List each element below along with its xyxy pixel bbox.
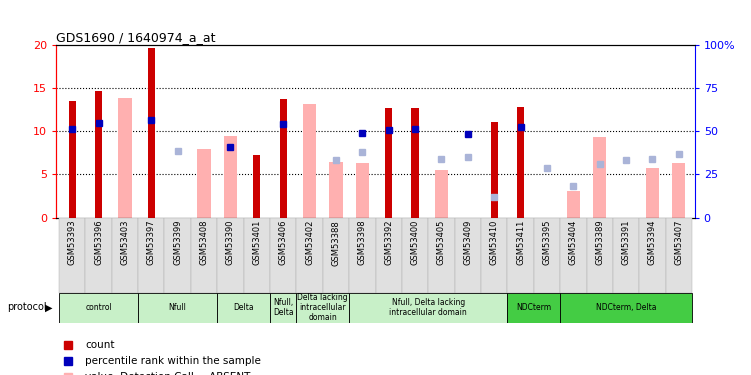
Bar (508, 292, 560, 322)
Bar (68, 101, 76, 217)
Bar (148, 48, 155, 217)
Bar (481, 217, 508, 292)
Text: protocol: protocol (8, 303, 47, 312)
Text: ▶: ▶ (45, 303, 53, 312)
Bar (517, 107, 524, 218)
Bar (270, 217, 297, 292)
Bar (639, 217, 665, 292)
Text: value, Detection Call = ABSENT: value, Detection Call = ABSENT (85, 372, 250, 375)
Bar (86, 217, 112, 292)
Text: GSM53410: GSM53410 (490, 220, 499, 265)
Text: GSM53408: GSM53408 (200, 220, 209, 265)
Text: GSM53391: GSM53391 (622, 220, 631, 265)
Bar (330, 162, 342, 218)
Text: GSM53405: GSM53405 (437, 220, 446, 265)
Bar (412, 108, 419, 218)
Text: NDCterm: NDCterm (516, 303, 551, 312)
Bar (385, 108, 392, 218)
Text: GSM53398: GSM53398 (357, 220, 366, 266)
Text: Nfull, Delta lacking
intracellular domain: Nfull, Delta lacking intracellular domai… (389, 298, 467, 317)
Text: GSM53409: GSM53409 (463, 220, 472, 265)
Bar (95, 91, 102, 218)
Bar (560, 292, 692, 322)
Text: GSM53402: GSM53402 (305, 220, 314, 265)
Bar (593, 137, 606, 218)
Bar (138, 292, 217, 322)
Bar (587, 217, 613, 292)
Bar (349, 217, 376, 292)
Bar (646, 168, 659, 217)
Text: GSM53394: GSM53394 (648, 220, 657, 265)
Text: Delta lacking
intracellular
domain: Delta lacking intracellular domain (297, 292, 348, 322)
Bar (164, 217, 191, 292)
Text: GSM53389: GSM53389 (596, 220, 605, 266)
Bar (224, 136, 237, 218)
Text: percentile rank within the sample: percentile rank within the sample (85, 356, 261, 366)
Bar (279, 99, 287, 218)
Text: GSM53411: GSM53411 (516, 220, 525, 265)
Bar (297, 292, 349, 322)
Bar (191, 217, 217, 292)
Bar (138, 217, 164, 292)
Text: GSM53396: GSM53396 (94, 220, 103, 266)
Text: GSM53406: GSM53406 (279, 220, 288, 265)
Bar (349, 292, 508, 322)
Text: GSM53395: GSM53395 (542, 220, 551, 265)
Bar (402, 217, 428, 292)
Text: count: count (85, 340, 115, 350)
Bar (508, 217, 534, 292)
Bar (376, 217, 402, 292)
Text: GSM53403: GSM53403 (120, 220, 129, 265)
Bar (454, 217, 481, 292)
Bar (297, 217, 323, 292)
Bar (217, 292, 270, 322)
Text: GSM53399: GSM53399 (173, 220, 182, 265)
Text: GSM53407: GSM53407 (674, 220, 683, 265)
Bar (435, 170, 448, 217)
Bar (198, 148, 210, 217)
Text: GSM53400: GSM53400 (411, 220, 420, 265)
Text: GSM53390: GSM53390 (226, 220, 235, 265)
Text: NDCterm, Delta: NDCterm, Delta (596, 303, 656, 312)
Bar (613, 217, 639, 292)
Text: GSM53401: GSM53401 (252, 220, 261, 265)
Text: Nfull,
Delta: Nfull, Delta (273, 298, 294, 317)
Bar (112, 217, 138, 292)
Text: GSM53388: GSM53388 (331, 220, 340, 266)
Bar (490, 122, 498, 218)
Bar (323, 217, 349, 292)
Bar (534, 217, 560, 292)
Bar (217, 217, 243, 292)
Bar (270, 292, 297, 322)
Bar (567, 191, 580, 217)
Bar (243, 217, 270, 292)
Text: control: control (85, 303, 112, 312)
Bar (672, 163, 686, 218)
Text: GSM53392: GSM53392 (385, 220, 394, 265)
Text: GSM53397: GSM53397 (146, 220, 155, 266)
Text: Nfull: Nfull (169, 303, 186, 312)
Bar (356, 163, 369, 218)
Bar (253, 154, 261, 218)
Text: GDS1690 / 1640974_a_at: GDS1690 / 1640974_a_at (56, 31, 216, 44)
Bar (560, 217, 587, 292)
Bar (428, 217, 454, 292)
Text: GSM53404: GSM53404 (569, 220, 578, 265)
Bar (303, 104, 316, 218)
Bar (665, 217, 692, 292)
Bar (119, 99, 131, 218)
Bar (59, 292, 138, 322)
Bar (59, 217, 86, 292)
Text: GSM53393: GSM53393 (68, 220, 77, 266)
Text: Delta: Delta (234, 303, 254, 312)
